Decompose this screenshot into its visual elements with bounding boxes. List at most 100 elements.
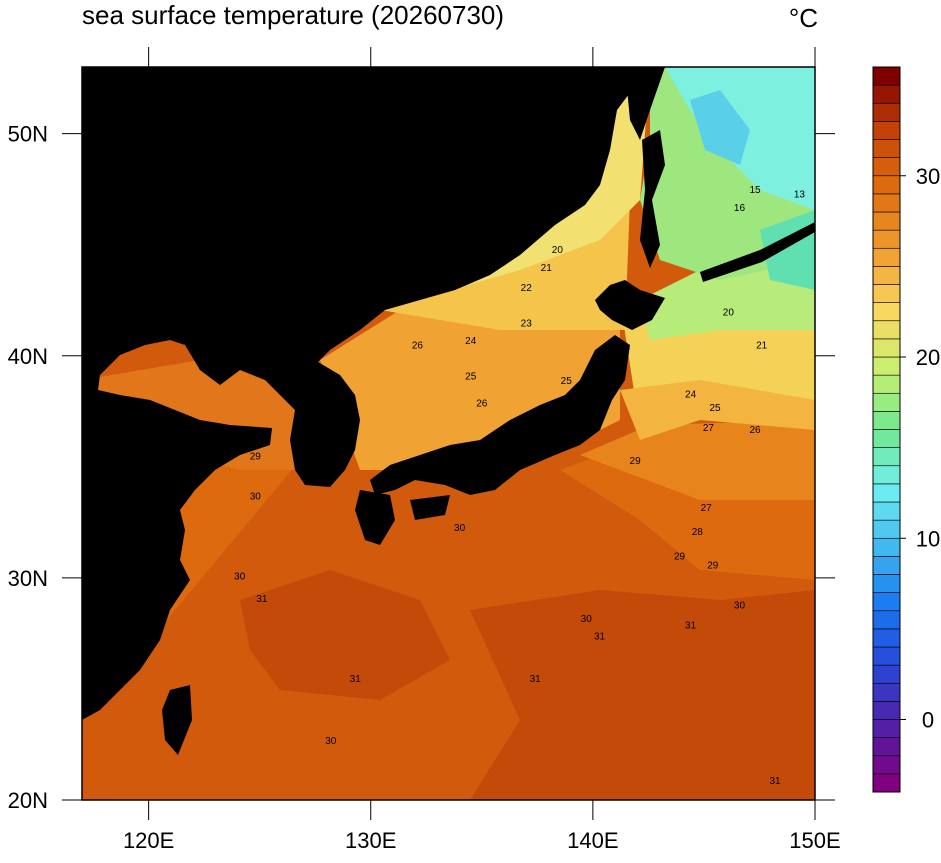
- colorbar-box: [872, 338, 901, 358]
- contour-label: 31: [594, 632, 606, 643]
- contour-label: 29: [674, 552, 686, 563]
- colorbar-box: [872, 193, 901, 213]
- kyushu: [355, 490, 395, 545]
- colorbar-box: [872, 646, 901, 666]
- contour-label: 25: [561, 376, 573, 387]
- colorbar-box: [872, 465, 901, 485]
- colorbar-box: [872, 320, 901, 340]
- mainland: [82, 67, 632, 720]
- y-tick-label: 20N: [8, 788, 48, 813]
- contour-label: 30: [734, 601, 746, 612]
- sakhalin: [640, 130, 665, 268]
- contour-label: 16: [734, 203, 746, 214]
- x-tick-label: 150E: [789, 828, 840, 853]
- colorbar-box: [872, 266, 901, 285]
- contour-label: 30: [325, 736, 337, 747]
- contour-label: 29: [250, 452, 262, 463]
- ocean-31: [240, 570, 450, 700]
- colorbar-box: [872, 102, 901, 122]
- contour-label: 31: [769, 776, 781, 787]
- hokkaido: [595, 280, 665, 330]
- contour-label: 21: [756, 341, 768, 352]
- taiwan: [162, 685, 192, 755]
- contour-label: 26: [412, 341, 424, 352]
- honshu: [370, 335, 630, 495]
- colorbar-box: [872, 284, 901, 303]
- ocean-31: [470, 590, 815, 800]
- colorbar-box: [872, 447, 901, 467]
- contour-label: 24: [465, 336, 477, 347]
- colorbar-tick-label: 10: [916, 526, 940, 551]
- colorbar-box: [872, 229, 901, 249]
- colorbar-tick-label: 20: [916, 345, 940, 370]
- contour-label: 30: [250, 492, 262, 503]
- colorbar-box: [872, 302, 901, 322]
- contour-label: 25: [465, 372, 477, 383]
- contour-label: 13: [794, 190, 806, 201]
- colorbar-box: [872, 610, 901, 630]
- colorbar-box: [872, 664, 901, 684]
- contour-label: 29: [707, 561, 719, 572]
- map-title: sea surface temperature (20260730): [82, 0, 504, 30]
- contour-label: 20: [552, 245, 564, 256]
- colorbar-box: [872, 737, 901, 757]
- colorbar-box: [872, 121, 901, 140]
- colorbar-box: [872, 701, 901, 720]
- colorbar-box: [872, 392, 901, 412]
- colorbar-box: [872, 501, 901, 521]
- shikoku: [410, 495, 450, 520]
- colorbar-box: [872, 139, 901, 158]
- contour-label: 20: [723, 307, 735, 318]
- colorbar-box: [872, 719, 901, 738]
- land: [82, 67, 815, 755]
- contour-label: 27: [703, 423, 715, 434]
- colorbar-tick-label: 30: [916, 164, 940, 189]
- ocean-27: [580, 420, 815, 500]
- colorbar-tick-label: 0: [922, 708, 934, 733]
- colorbar-box: [872, 84, 901, 104]
- colorbar-box: [872, 483, 901, 503]
- kurils: [700, 222, 815, 282]
- contour-label: 26: [476, 398, 488, 409]
- colorbar-box: [872, 411, 901, 430]
- contour-label: 28: [692, 527, 704, 538]
- y-tick-label: 40N: [8, 344, 48, 369]
- ocean-25: [620, 380, 815, 440]
- colorbar-box: [872, 519, 901, 539]
- contour-label: 31: [530, 674, 542, 685]
- colorbar-box: [872, 556, 901, 575]
- contour-label: 24: [685, 390, 697, 401]
- map-field: [82, 67, 815, 800]
- plot-frame: [81, 66, 816, 801]
- contour-label: 30: [234, 572, 246, 583]
- x-tick-label: 130E: [345, 828, 396, 853]
- contour-label: 30: [454, 523, 466, 534]
- colorbar-box: [872, 157, 901, 177]
- colorbar-box: [872, 682, 901, 702]
- ocean-21: [450, 67, 650, 290]
- contour-label: 22: [521, 283, 533, 294]
- colorbar-box: [872, 356, 901, 376]
- x-tick-label: 140E: [567, 828, 618, 853]
- colorbar-box: [872, 66, 901, 86]
- x-tick-label: 120E: [123, 828, 174, 853]
- colorbar-box: [872, 755, 901, 775]
- colorbar-box: [872, 247, 901, 267]
- contour-label: 21: [541, 263, 553, 274]
- colorbar-box: [872, 429, 901, 448]
- colorbar-box: [872, 211, 901, 231]
- contour-label: 31: [350, 674, 362, 685]
- unit-label: °C: [789, 3, 818, 33]
- contour-label: 30: [581, 614, 593, 625]
- coast: [625, 67, 665, 140]
- y-tick-label: 50N: [8, 122, 48, 147]
- colorbar-box: [872, 773, 901, 793]
- colorbar-box: [872, 574, 901, 593]
- colorbar-frame: [872, 66, 901, 793]
- colorbar-box: [872, 175, 901, 195]
- colorbar-box: [872, 592, 901, 612]
- colorbar-box: [872, 537, 901, 557]
- colorbar-box: [872, 628, 901, 648]
- contour-label: 27: [701, 503, 713, 514]
